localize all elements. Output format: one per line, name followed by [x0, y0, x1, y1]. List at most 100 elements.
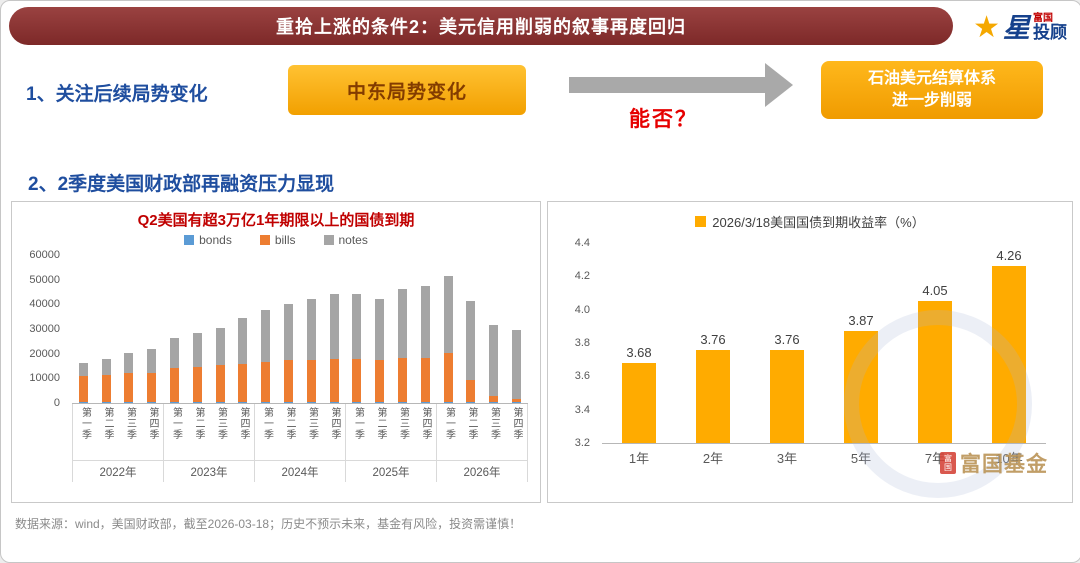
stacked-bar — [414, 255, 437, 403]
yield-bar-slot: 3.68 — [602, 243, 676, 443]
stacked-bar — [460, 255, 483, 403]
bar-segment-bonds — [215, 402, 225, 403]
yield-bar — [844, 331, 878, 443]
data-source-disclaimer: 数据来源：wind，美国财政部，截至2026-03-18；历史不预示未来，基金有… — [15, 517, 522, 531]
bar-segment-bonds — [512, 402, 522, 403]
bar-segment-notes — [398, 288, 408, 358]
y-tick-label: 20000 — [29, 347, 60, 360]
stacked-bar — [72, 255, 95, 403]
mideast-situation-box: 中东局势变化 — [288, 65, 526, 115]
year-label: 2024年 — [281, 467, 319, 479]
bar-segment-bills — [170, 367, 180, 403]
bar-segment-bills — [306, 360, 316, 403]
maturity-chart-panel: Q2美国有超3万亿1年期限以上的国债到期 bonds bills notes 0 10… — [11, 201, 541, 503]
year-label: 2025年 — [372, 467, 410, 479]
bar-segment-notes — [489, 324, 499, 397]
bar-segment-bonds — [124, 402, 134, 403]
bar-segment-bills — [466, 380, 476, 403]
bar-segment-notes — [284, 303, 294, 361]
y-tick-label: 50000 — [29, 273, 60, 286]
bar-segment-bonds — [147, 402, 157, 403]
star-icon: ★ — [973, 11, 1000, 44]
bar-segment-notes — [512, 330, 522, 400]
logo-text-column: 富国 投顾 — [1033, 13, 1067, 42]
bar-segment-bills — [443, 352, 453, 403]
bar-segment-notes — [352, 293, 362, 360]
bar-segment-notes — [443, 276, 453, 353]
quarter-label: 第二季 — [375, 407, 386, 440]
legend-swatch — [184, 235, 195, 245]
stacked-bar — [391, 255, 414, 403]
yield-bar — [622, 363, 656, 443]
quarter-label: 第三季 — [306, 407, 318, 440]
legend-item-bills: bills — [259, 233, 296, 247]
petrodollar-line2: 进一步削弱 — [891, 92, 972, 109]
legend-label: bonds — [199, 233, 232, 247]
yield-chart-panel: 2026/3/18美国国债到期收益率（%） 3.2 3.4 3.6 3.8 4.0 4.2… — [547, 201, 1073, 503]
bar-segment-bonds — [352, 402, 362, 403]
y-tick-label: 3.8 — [574, 337, 590, 349]
header-bar: 重拾上涨的条件2：美元信用削弱的叙事再度回归 — [9, 7, 953, 45]
bar-segment-bills — [192, 366, 202, 403]
bar-segment-bonds — [78, 402, 88, 403]
quarter-label: 第三季 — [488, 407, 500, 440]
quarter-label: 第一季 — [79, 407, 91, 440]
legend-item-bonds: bonds — [184, 233, 232, 247]
bar-segment-bills — [512, 399, 522, 403]
bar-segment-notes — [261, 309, 271, 362]
bar-segment-bills — [352, 359, 362, 403]
y-tick-label: 60000 — [29, 249, 60, 261]
quarter-label: 第三季 — [397, 407, 409, 440]
y-tick-label: 30000 — [29, 323, 60, 335]
yield-bar-slot: 3.87 — [824, 243, 898, 443]
x-category-label: 10年 — [995, 451, 1023, 466]
yield-bar — [696, 349, 730, 443]
y-tick-label: 40000 — [29, 298, 60, 311]
bar-segment-bonds — [375, 402, 385, 403]
bar-value-label: 3.76 — [774, 331, 800, 347]
bar-segment-bills — [420, 357, 430, 403]
bar-segment-bills — [398, 357, 408, 403]
section1-heading: 1、关注后续局势变化 — [26, 84, 208, 105]
stacked-bar — [254, 255, 277, 403]
year-group: 第一季 第二季 第三季 第四季 2023年 — [163, 404, 254, 482]
yield-bar-slot: 3.76 — [750, 243, 824, 443]
quarter-label: 第四季 — [420, 407, 431, 440]
bar-segment-bonds — [329, 402, 339, 403]
legend-label: notes — [338, 233, 368, 247]
stacked-bar — [209, 255, 232, 403]
maturity-plot-area: 0 10000 20000 30000 40000 50000 60000 — [29, 249, 528, 409]
bar-segment-bills — [284, 360, 294, 403]
stacked-bar — [163, 255, 186, 403]
bar-segment-bills — [238, 364, 248, 403]
stacked-bar — [118, 255, 141, 403]
page-title: 重拾上涨的条件2：美元信用削弱的叙事再度回归 — [275, 17, 686, 37]
y-tick-label: 4.4 — [574, 237, 590, 249]
bar-value-label: 4.26 — [996, 248, 1022, 264]
yield-bar-slot: 3.76 — [676, 243, 750, 443]
quarter-label: 第一季 — [352, 407, 364, 440]
bar-segment-bonds — [101, 402, 111, 403]
bar-segment-bonds — [306, 402, 316, 403]
legend-item-notes: notes — [323, 233, 368, 247]
yield-chart-title: 2026/3/18美国国债到期收益率（%） — [712, 215, 925, 230]
maturity-chart-title: Q2美国有超3万亿1年期限以上的国债到期 — [137, 212, 415, 229]
x-category-label: 7年 — [924, 451, 946, 466]
quarter-label: 第一季 — [443, 407, 455, 440]
year-label: 2026年 — [463, 467, 501, 479]
y-tick-label: 3.6 — [574, 370, 590, 383]
bar-segment-bills — [215, 365, 225, 403]
y-tick-label: 10000 — [29, 372, 60, 385]
yield-x-axis: 1年 2年 3年 5年 7年 10年 — [602, 448, 1046, 467]
legend-swatch — [695, 216, 707, 227]
quarter-label: 第四季 — [329, 407, 340, 440]
yield-y-axis: 3.2 3.4 3.6 3.8 4.0 4.2 4.4 — [546, 237, 596, 449]
x-category-label: 5年 — [850, 451, 872, 466]
bar-value-label: 4.05 — [922, 283, 948, 299]
year-group: 第一季 第二季 第三季 第四季 2025年 — [345, 404, 436, 482]
maturity-y-axis: 0 10000 20000 30000 40000 50000 60000 — [16, 249, 66, 409]
bar-segment-notes — [329, 293, 339, 360]
bar-segment-notes — [147, 349, 157, 373]
stacked-bar — [437, 255, 460, 403]
year-group: 第一季 第二季 第三季 第四季 2022年 — [72, 404, 163, 482]
